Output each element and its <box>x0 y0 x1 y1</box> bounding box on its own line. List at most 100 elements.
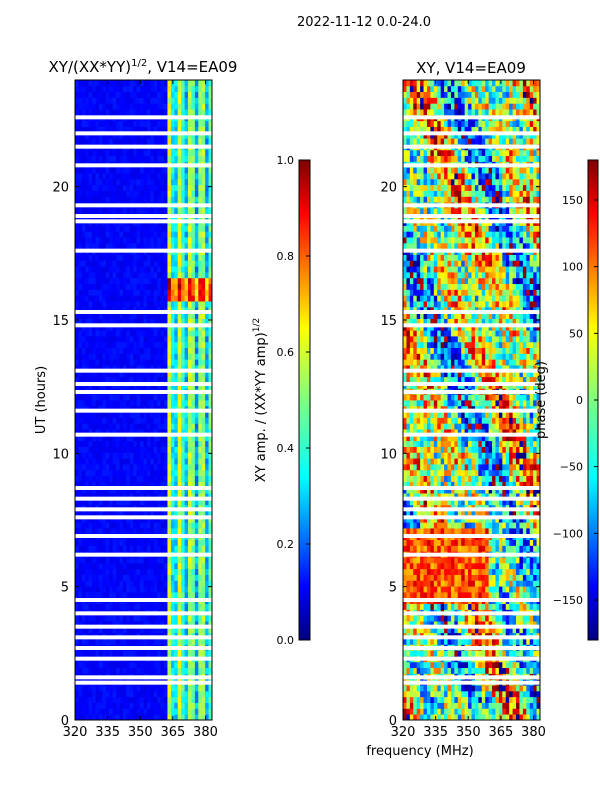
heatmap-cell <box>112 423 117 430</box>
heatmap-cell <box>112 411 117 418</box>
heatmap-cell <box>143 411 148 418</box>
heatmap-cell <box>119 376 124 383</box>
heatmap-cell <box>105 155 110 162</box>
heatmap-cell <box>437 702 442 709</box>
heatmap-cell <box>112 266 117 273</box>
heatmap-cell <box>153 167 158 174</box>
heatmap-cell <box>119 400 124 407</box>
heatmap-cell <box>122 429 127 436</box>
heatmap-cell <box>529 661 534 669</box>
heatmap-cell <box>208 469 213 477</box>
heatmap-cell <box>184 481 189 488</box>
heatmap-cell <box>126 464 131 471</box>
heatmap-cell <box>188 330 192 337</box>
heatmap-cell <box>88 336 93 343</box>
heatmap-cell <box>208 208 213 215</box>
heatmap-cell <box>194 277 199 285</box>
heatmap-cell <box>170 289 175 296</box>
heatmap-cell <box>112 324 117 331</box>
heatmap-cell <box>102 266 107 273</box>
heatmap-cell <box>75 231 79 238</box>
heatmap-cell <box>122 568 127 575</box>
heatmap-cell <box>157 266 162 273</box>
heatmap-cell <box>181 574 185 581</box>
heatmap-cell <box>181 91 185 98</box>
heatmap-cell <box>119 510 124 517</box>
heatmap-cell <box>109 237 114 244</box>
heatmap-cell <box>92 458 96 465</box>
heatmap-cell <box>143 353 148 360</box>
heatmap-cell <box>437 714 442 721</box>
heatmap-cell <box>133 528 138 535</box>
heatmap-cell <box>198 423 203 430</box>
heatmap-cell <box>174 400 179 407</box>
heatmap-cell <box>126 196 131 203</box>
heatmap-cell <box>164 190 168 197</box>
heatmap-cell <box>181 626 185 634</box>
heatmap-cell <box>102 109 107 116</box>
heatmap-cell <box>184 638 189 645</box>
heatmap-cell <box>201 458 206 465</box>
heatmap-cell <box>474 650 479 657</box>
heatmap-cell <box>160 359 165 366</box>
heatmap-cell <box>136 650 141 657</box>
heatmap-cell <box>153 528 158 535</box>
heatmap-cell <box>112 690 117 698</box>
heatmap-cell <box>105 295 110 302</box>
heatmap-cell <box>75 510 79 517</box>
heatmap-cell <box>188 312 192 319</box>
heatmap-cell <box>208 318 213 325</box>
heatmap-cell <box>75 702 79 709</box>
heatmap-cell <box>81 702 86 709</box>
heatmap-cell <box>136 289 141 296</box>
heatmap-cell <box>208 522 213 529</box>
heatmap-cell <box>105 557 110 564</box>
heatmap-cell <box>177 376 182 383</box>
heatmap-cell <box>143 237 148 244</box>
heatmap-cell <box>109 522 114 529</box>
heatmap-cell <box>143 283 148 290</box>
heatmap-cell <box>102 97 107 104</box>
heatmap-cell <box>184 539 189 546</box>
heatmap-cell <box>112 685 117 692</box>
heatmap-cell <box>146 353 151 360</box>
heatmap-cell <box>136 178 141 186</box>
heatmap-cell <box>129 493 134 500</box>
heatmap-cell <box>129 277 134 285</box>
heatmap-cell <box>98 411 103 418</box>
heatmap-cell <box>129 359 134 366</box>
heatmap-cell <box>78 208 83 215</box>
heatmap-cell <box>143 615 148 622</box>
heatmap-cell <box>102 120 107 127</box>
heatmap-cell <box>119 434 124 442</box>
heatmap-cell <box>170 301 175 308</box>
heatmap-cell <box>188 231 192 238</box>
heatmap-cell <box>160 586 165 593</box>
heatmap-cell <box>177 696 182 703</box>
heatmap-cell <box>92 167 96 174</box>
heatmap-cell <box>150 260 155 267</box>
heatmap-cell <box>174 178 179 186</box>
heatmap-cell <box>81 138 86 145</box>
heatmap-cell <box>177 580 182 587</box>
heatmap-cell <box>112 85 117 93</box>
heatmap-cell <box>177 615 182 622</box>
heatmap-cell <box>116 272 120 279</box>
heatmap-cell <box>194 452 199 459</box>
heatmap-cell <box>177 167 182 174</box>
heatmap-cell <box>170 277 175 285</box>
heatmap-cell <box>201 132 206 139</box>
heatmap-cell <box>184 580 189 587</box>
heatmap-cell <box>205 714 209 721</box>
heatmap-cell <box>174 562 179 570</box>
heatmap-cell <box>95 120 100 127</box>
heatmap-cell <box>160 603 165 610</box>
heatmap-cell <box>201 592 206 599</box>
heatmap-cell <box>133 498 138 506</box>
heatmap-cell <box>526 650 531 657</box>
heatmap-cell <box>150 522 155 529</box>
heatmap-cell <box>174 592 179 599</box>
heatmap-cell <box>205 545 209 552</box>
heatmap-cell <box>509 667 513 674</box>
heatmap-cell <box>153 295 158 302</box>
